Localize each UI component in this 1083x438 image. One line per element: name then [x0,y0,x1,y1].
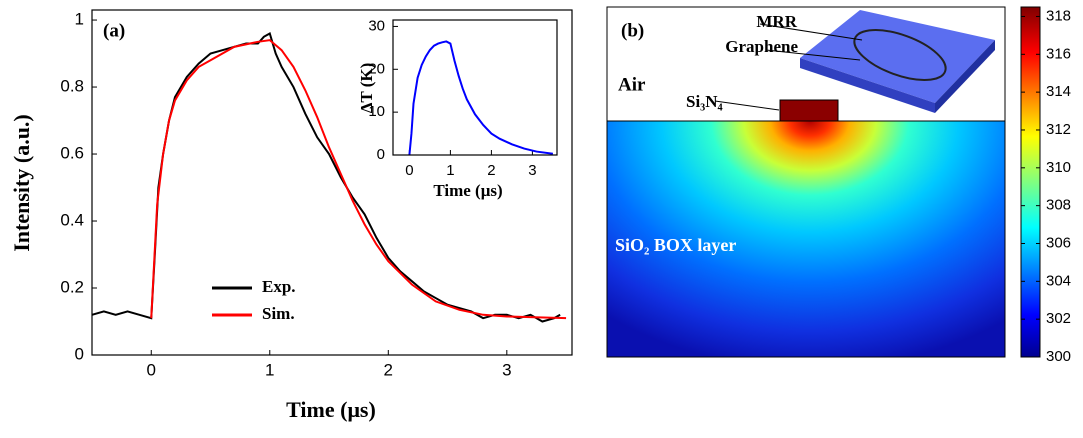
panel-label: (a) [103,20,125,41]
label-core: Si₃N₄ [686,92,723,111]
inset-background [393,20,557,155]
x-tick-label: 2 [487,162,495,179]
label-graphene: Graphene [725,37,798,56]
legend-label: Sim. [262,304,295,323]
x-axis-label: Time (μs) [286,397,376,422]
y-tick-label: 0 [75,344,84,363]
x-tick-label: 1 [265,360,274,379]
colorbar-label: 314 [1046,83,1071,100]
y-tick-label: 1 [75,10,84,29]
colorbar-label: 300 [1046,348,1071,365]
x-tick-label: 3 [502,360,511,379]
arrow [714,100,780,111]
inset-x-label: Time (μs) [433,181,502,200]
label-mrr: MRR [756,12,797,31]
y-tick-label: 30 [368,17,385,34]
y-tick-label: 0.2 [60,277,84,296]
box-region [606,120,1006,358]
waveguide [779,99,839,122]
colorbar-label: 312 [1046,121,1071,138]
colorbar-label: 308 [1046,197,1071,214]
y-tick-label: 0 [377,146,385,163]
colorbar-label: 304 [1046,272,1071,289]
y-tick-label: 0.8 [60,77,84,96]
label-air: Air [618,74,646,95]
chip-top [800,10,995,103]
legend-label: Exp. [262,277,296,296]
x-tick-label: 3 [528,162,536,179]
chip-side [800,58,935,113]
label-box: SiO₂ BOX layer [615,235,736,255]
arrow [765,49,861,61]
x-tick-label: 2 [384,360,393,379]
chip-side [935,40,995,113]
panel-label: (b) [621,20,644,41]
data-line [150,39,567,320]
colorbar [1020,6,1041,358]
x-tick-label: 1 [446,162,454,179]
x-tick-label: 0 [405,162,413,179]
x-tick-label: 0 [147,360,156,379]
plot-frame [91,9,573,356]
y-tick-label: 0.4 [60,211,84,230]
colorbar-label: 316 [1046,45,1071,62]
arrow [759,23,863,41]
colorbar-label: 306 [1046,234,1071,251]
y-tick-label: 10 [368,103,385,120]
colorbar-label: 318 [1046,7,1071,24]
y-tick-label: 0.6 [60,144,84,163]
inset-y-label: ΔT (K) [357,63,376,114]
plot-frame [392,19,558,156]
y-axis-label: Intensity (a.u.) [9,114,34,252]
colorbar-label: 310 [1046,159,1071,176]
colorbar-label: 302 [1046,310,1071,327]
data-line [408,40,554,156]
y-tick-label: 20 [368,60,385,77]
